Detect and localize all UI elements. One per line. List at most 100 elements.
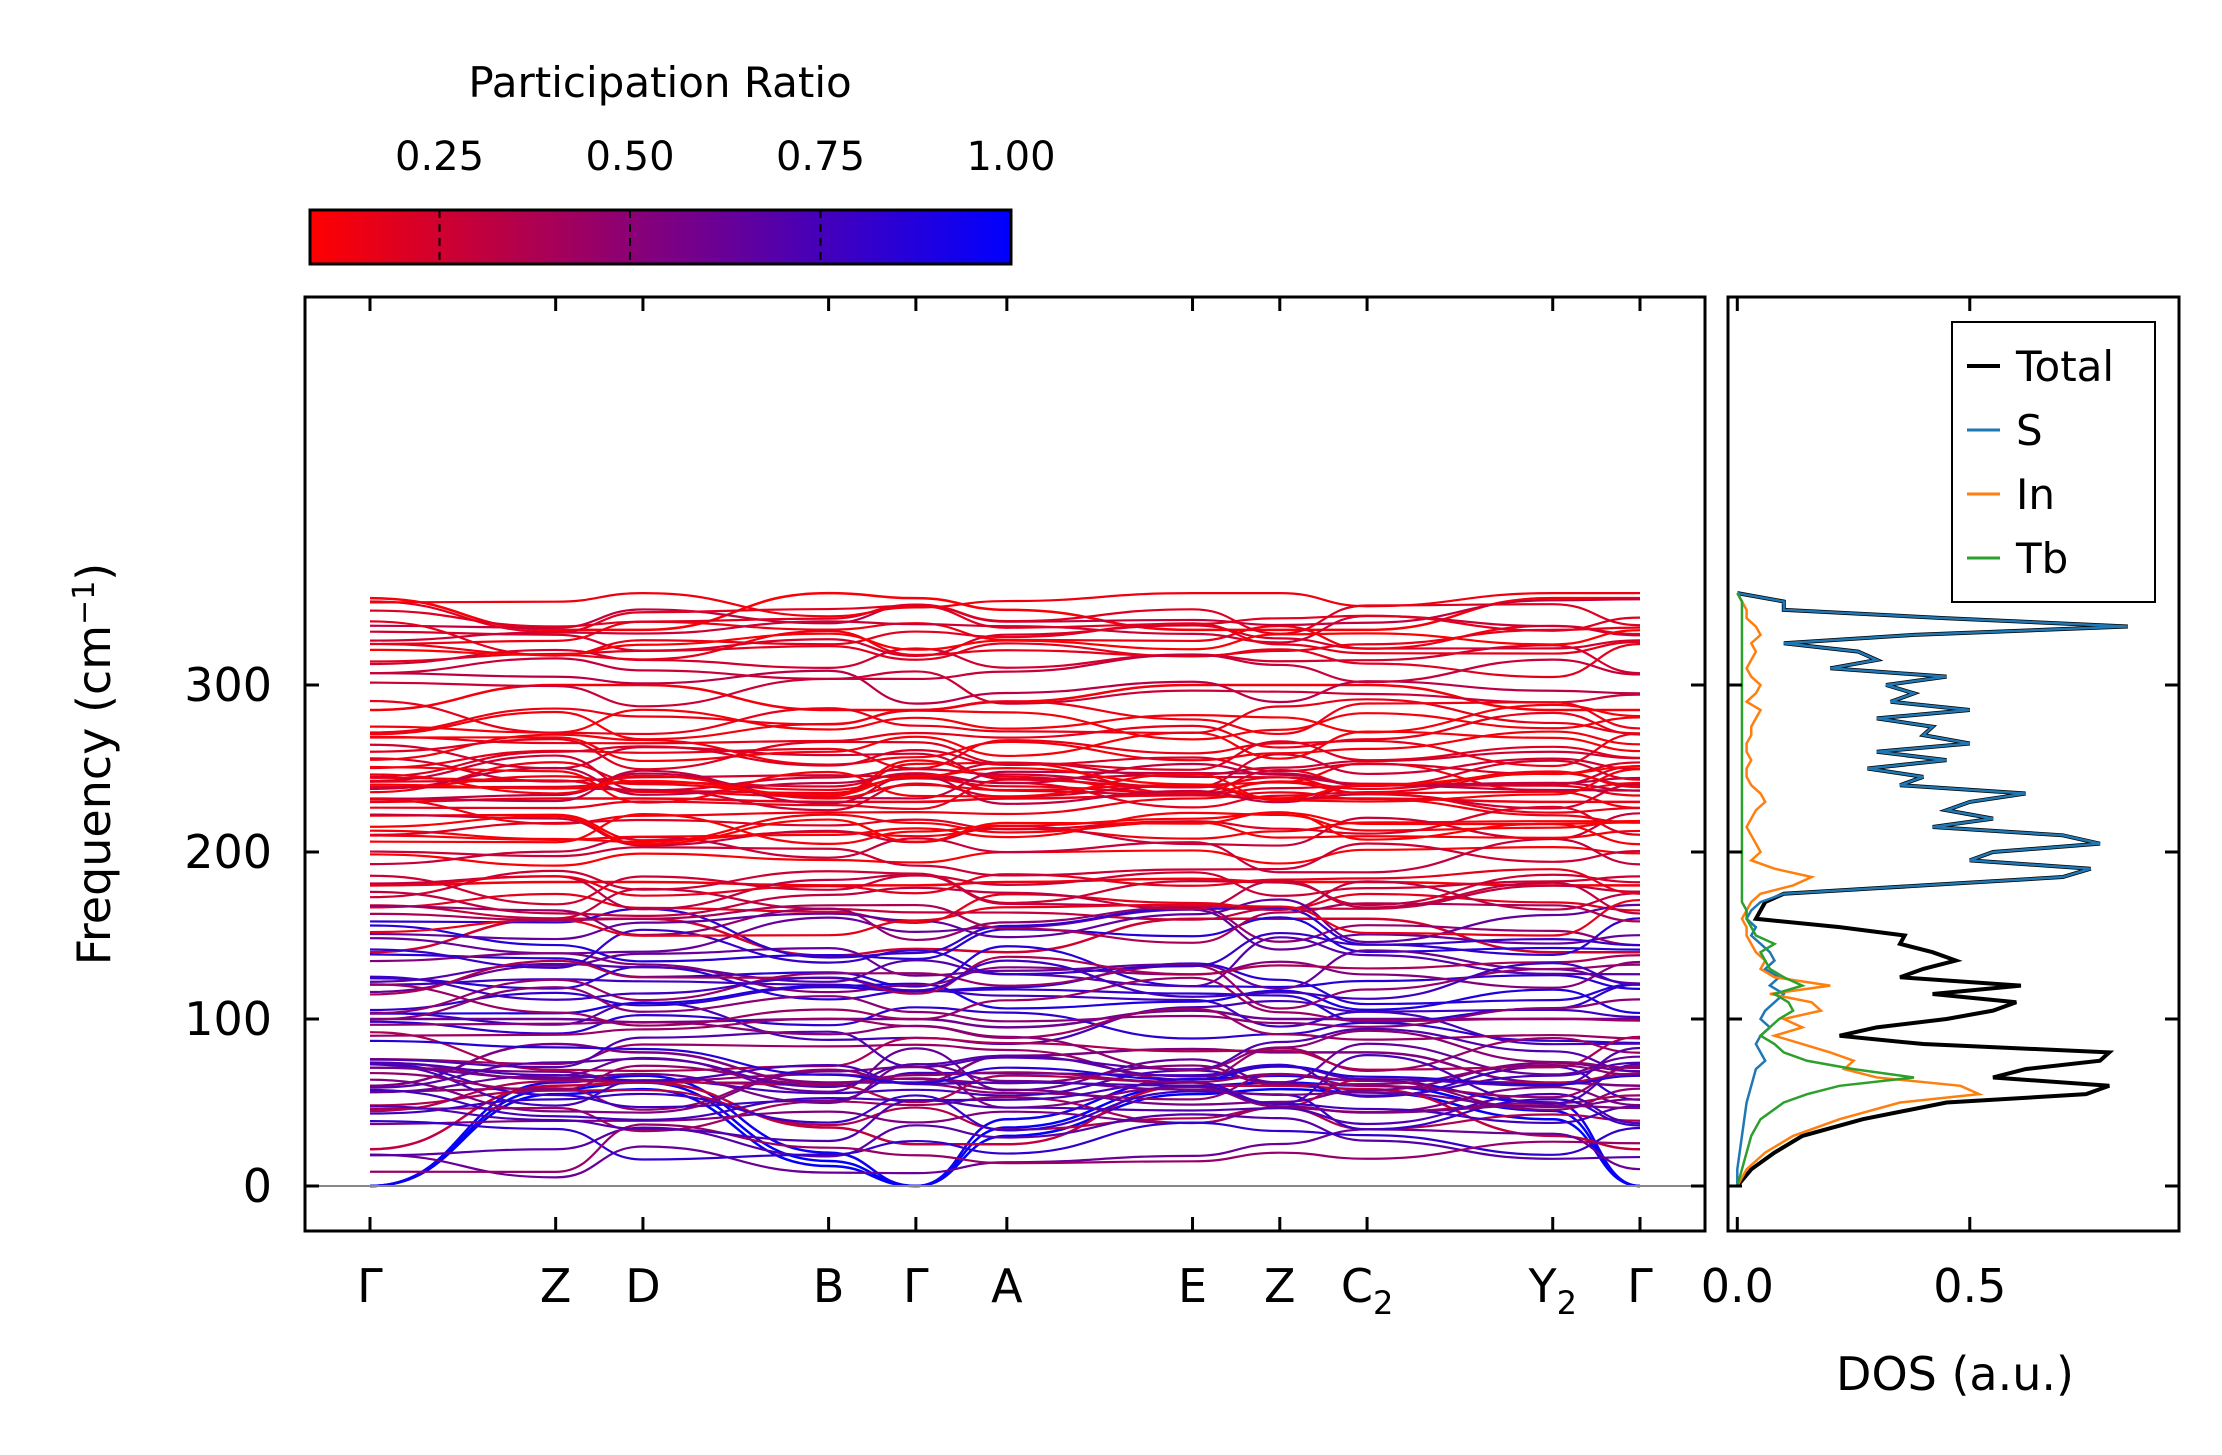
colorbar <box>308 208 1013 266</box>
y-tick-label: 0 <box>243 1159 272 1213</box>
band-line <box>369 1092 1641 1143</box>
band-line <box>369 1123 1641 1173</box>
band-line <box>369 959 1641 1001</box>
dos-x-axis-title: DOS (a.u.) <box>1836 1347 2074 1401</box>
band-line <box>369 963 1641 1015</box>
band-plot-frame <box>303 295 1707 1233</box>
band-line <box>369 902 1641 944</box>
band-line <box>369 1021 1641 1072</box>
band-line <box>369 962 1641 1006</box>
band-line <box>369 908 1641 955</box>
dos-x-ticks: 0.0 0.5 <box>1701 297 2006 1313</box>
band-line <box>369 928 1641 976</box>
band-lines <box>369 591 1641 1188</box>
band-line <box>369 976 1641 1027</box>
band-line <box>369 986 1641 1028</box>
band-line <box>369 653 1641 684</box>
k-point-label: B <box>813 1259 845 1313</box>
band-line <box>369 1046 1641 1089</box>
legend-label-total: Total <box>2015 342 2114 391</box>
band-line <box>369 629 1641 657</box>
band-line <box>369 1036 1641 1081</box>
band-line <box>369 730 1641 766</box>
band-line <box>369 868 1641 897</box>
k-point-label: Y2 <box>1527 1259 1576 1322</box>
band-line <box>369 1042 1641 1094</box>
band-line <box>369 762 1641 796</box>
band-line <box>369 1031 1641 1072</box>
dos-x-tick-label: 0.5 <box>1933 1259 2006 1313</box>
band-line <box>369 1063 1641 1109</box>
band-line <box>369 835 1641 874</box>
dos-x-tick-label: 0.0 <box>1701 1259 1774 1313</box>
band-line <box>369 869 1641 907</box>
band-line <box>369 670 1641 708</box>
band-line <box>369 898 1641 937</box>
band-line <box>369 1081 1641 1125</box>
band-line <box>369 765 1641 800</box>
band-line <box>369 983 1641 1024</box>
band-line <box>369 1027 1641 1073</box>
band-line <box>369 811 1641 841</box>
band-line <box>369 730 1641 763</box>
dos-plot-frame <box>1726 295 2181 1233</box>
band-line <box>369 811 1641 846</box>
colorbar-tick-label: 0.75 <box>776 134 865 180</box>
band-line <box>369 1086 1641 1126</box>
dos-line-in <box>1736 592 1984 1187</box>
band-line <box>369 753 1641 792</box>
band-line <box>369 879 1641 918</box>
band-line <box>369 1120 1641 1161</box>
legend-label-tb: Tb <box>2015 534 2068 583</box>
band-line <box>369 1064 1641 1099</box>
band-line <box>369 907 1641 959</box>
band-line <box>369 592 1640 618</box>
band-line <box>369 1081 1641 1151</box>
band-line <box>369 642 1641 679</box>
k-point-label: E <box>1178 1259 1207 1313</box>
band-line <box>369 765 1641 804</box>
band-line <box>369 954 1641 996</box>
k-point-label: D <box>625 1259 660 1313</box>
band-line <box>369 1113 1641 1160</box>
band-line <box>369 626 1641 661</box>
y-tick-label: 300 <box>184 658 272 712</box>
band-line <box>369 946 1641 994</box>
band-line <box>369 709 1641 741</box>
legend-label-in: In <box>2016 470 2055 519</box>
band-line <box>369 1054 1641 1106</box>
band-line <box>369 700 1641 736</box>
band-line <box>369 898 1641 944</box>
band-line <box>369 1090 1641 1132</box>
band-line <box>369 1006 1641 1045</box>
band-line <box>369 598 1641 629</box>
band-line <box>369 811 1641 846</box>
band-line <box>369 603 1641 635</box>
legend-label-s: S <box>2016 406 2043 455</box>
band-line <box>369 871 1641 906</box>
dos-lines <box>1735 591 2128 1188</box>
band-line <box>369 591 1640 632</box>
legend-frame <box>1951 321 2156 603</box>
k-point-label: Γ <box>1627 1259 1653 1313</box>
band-y-ticks: 0 100 200 300 <box>184 658 1705 1213</box>
k-point-label: Γ <box>903 1259 929 1313</box>
band-line <box>369 698 1641 736</box>
k-point-label: C2 <box>1341 1259 1393 1322</box>
band-line <box>369 842 1641 877</box>
band-line <box>369 600 1641 634</box>
band-line <box>369 738 1641 771</box>
band-line <box>369 711 1641 749</box>
colorbar-title: Participation Ratio <box>468 58 851 107</box>
band-x-ticks: Γ Z D B Γ A E Z C2 Y2 Γ <box>357 297 1653 1322</box>
band-line <box>369 703 1641 734</box>
dos-y-ticks <box>1728 683 2179 1188</box>
dos-line-s <box>1736 591 2128 1186</box>
band-line <box>369 978 1641 1028</box>
colorbar-ticks: 0.25 0.50 0.75 1.00 <box>395 134 1056 264</box>
colorbar-tick-label: 0.50 <box>585 134 674 180</box>
k-point-label: Z <box>540 1259 572 1313</box>
colorbar-tick-label: 1.00 <box>966 134 1055 180</box>
band-line <box>369 669 1641 705</box>
